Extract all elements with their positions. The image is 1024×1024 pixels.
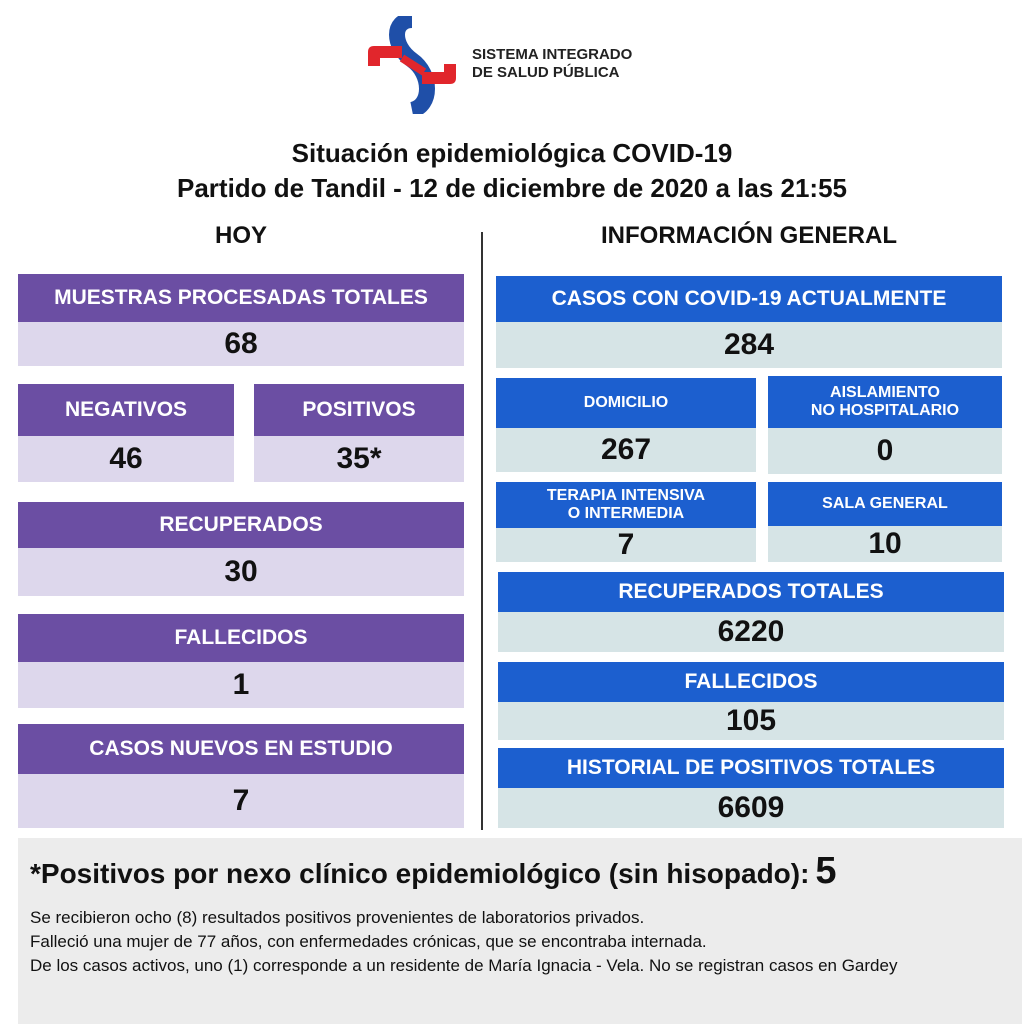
logo-mark — [368, 16, 456, 114]
card-label: MUESTRAS PROCESADAS TOTALES — [54, 285, 428, 309]
card-value: 1 — [18, 662, 464, 708]
card-header: DOMICILIO — [496, 378, 756, 428]
card-label: FALLECIDOS — [684, 669, 818, 693]
card-label: NO HOSPITALARIO — [810, 402, 960, 419]
card-header: FALLECIDOS — [498, 662, 1004, 702]
footnote-label: *Positivos por nexo clínico epidemiológi… — [30, 858, 810, 889]
section-heading: HOY — [214, 222, 267, 249]
logo-line: DE SALUD PÚBLICA — [472, 64, 620, 81]
card-value: 7 — [18, 774, 464, 828]
card-value: 46 — [18, 436, 234, 482]
card-label: AISLAMIENTO — [830, 383, 940, 401]
note: De los casos activos, uno (1) correspond… — [30, 956, 898, 975]
card-value: 10 — [768, 526, 1002, 562]
card-label: CASOS CON COVID-19 ACTUALMENTE — [551, 286, 947, 310]
card-label: NEGATIVOS — [64, 397, 188, 421]
notes: Se recibieron ocho (8) resultados positi… — [30, 906, 1010, 978]
card-header: TERAPIA INTENSIVA O INTERMEDIA — [496, 482, 756, 528]
card-header: CASOS CON COVID-19 ACTUALMENTE — [496, 276, 1002, 322]
card-label: O INTERMEDIA — [567, 505, 685, 522]
card-header: CASOS NUEVOS EN ESTUDIO — [18, 724, 464, 774]
card-value: 267 — [496, 428, 756, 472]
card-header: HISTORIAL DE POSITIVOS TOTALES — [498, 748, 1004, 788]
note: Se recibieron ocho (8) resultados positi… — [30, 908, 645, 927]
card-header: POSITIVOS — [254, 384, 464, 436]
logo-line: SISTEMA INTEGRADO — [472, 46, 633, 63]
card-label: CASOS NUEVOS EN ESTUDIO — [89, 736, 393, 760]
section-heading: INFORMACIÓN GENERAL — [601, 222, 897, 249]
card-value: 30 — [18, 548, 464, 596]
card-header: RECUPERADOS TOTALES — [498, 572, 1004, 612]
card-value: 6220 — [498, 612, 1004, 652]
footnote-box: *Positivos por nexo clínico epidemiológi… — [18, 838, 1022, 1024]
title: Situación epidemiológica COVID-19 — [291, 138, 733, 168]
card-value: 7 — [496, 528, 756, 562]
card-header: RECUPERADOS — [18, 502, 464, 548]
card-header: MUESTRAS PROCESADAS TOTALES — [18, 274, 464, 322]
card-label: POSITIVOS — [302, 397, 416, 421]
note: Falleció una mujer de 77 años, con enfer… — [30, 932, 707, 951]
card-value: 105 — [498, 702, 1004, 740]
card-value: 0 — [768, 428, 1002, 474]
card-value: 6609 — [498, 788, 1004, 828]
footnote: *Positivos por nexo clínico epidemiológi… — [30, 850, 837, 893]
card-header: SALA GENERAL — [768, 482, 1002, 526]
divider — [481, 232, 483, 830]
card-label: RECUPERADOS TOTALES — [618, 579, 884, 603]
card-value: 35* — [254, 436, 464, 482]
card-value: 284 — [496, 322, 1002, 368]
subtitle: Partido de Tandil - 12 de diciembre de 2… — [176, 173, 848, 203]
footnote-value: 5 — [815, 850, 837, 892]
card-value: 68 — [18, 322, 464, 366]
card-label: TERAPIA INTENSIVA — [546, 486, 706, 504]
card-label: SALA GENERAL — [822, 494, 948, 512]
card-header: NEGATIVOS — [18, 384, 234, 436]
card-header: AISLAMIENTO NO HOSPITALARIO — [768, 376, 1002, 428]
card-label: DOMICILIO — [583, 393, 669, 411]
logo-text: SISTEMA INTEGRADO DE SALUD PÚBLICA — [472, 46, 632, 82]
card-header: FALLECIDOS — [18, 614, 464, 662]
card-label: RECUPERADOS — [159, 512, 323, 536]
card-label: FALLECIDOS — [174, 625, 308, 649]
card-label: HISTORIAL DE POSITIVOS TOTALES — [566, 755, 936, 779]
